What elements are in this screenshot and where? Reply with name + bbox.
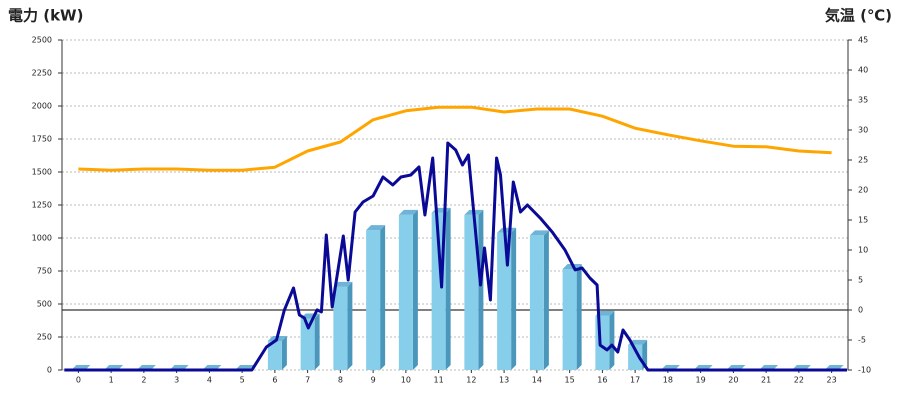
x-tick-label: 2: [141, 376, 146, 385]
bar-side: [543, 230, 549, 370]
bar-side: [281, 335, 287, 370]
x-tick-label: 23: [827, 376, 837, 385]
x-tick-label: 20: [728, 376, 738, 385]
x-tick-label: 5: [240, 376, 245, 385]
y-tick-label: 1000: [32, 234, 52, 243]
y2-tick-label: -10: [858, 366, 871, 375]
y2-tick-label: 15: [858, 216, 868, 225]
bar-side: [609, 310, 615, 370]
bar: [562, 269, 577, 370]
y-tick-label: 2250: [32, 69, 52, 78]
y2-tick-label: 20: [858, 186, 868, 195]
y2-tick-label: 10: [858, 246, 868, 255]
right-axis-title: 気温 (℃): [825, 7, 892, 25]
x-tick-label: 9: [371, 376, 376, 385]
x-tick-label: 15: [565, 376, 575, 385]
bar-side: [380, 225, 386, 370]
x-tick-label: 19: [696, 376, 706, 385]
x-tick-label: 18: [663, 376, 673, 385]
y-tick-label: 500: [37, 300, 52, 309]
bar: [333, 286, 348, 370]
y2-tick-label: 25: [858, 156, 868, 165]
x-tick-label: 8: [338, 376, 343, 385]
x-tick-label: 0: [76, 376, 81, 385]
y-tick-label: 1250: [32, 201, 52, 210]
bar: [464, 214, 479, 370]
y2-tick-label: 35: [858, 96, 868, 105]
y-tick-label: 750: [37, 267, 52, 276]
x-tick-label: 1: [109, 376, 114, 385]
bar-side: [511, 227, 517, 370]
y-tick-label: 1500: [32, 168, 52, 177]
bar: [267, 340, 282, 370]
x-tick-label: 4: [207, 376, 212, 385]
x-tick-label: 17: [630, 376, 640, 385]
x-tick-label: 22: [794, 376, 804, 385]
bar: [628, 344, 643, 370]
bar-side: [576, 264, 582, 370]
x-tick-label: 13: [499, 376, 509, 385]
bar: [529, 235, 544, 370]
y2-tick-label: 5: [858, 276, 863, 285]
bar: [300, 318, 315, 370]
y-tick-label: 2000: [32, 102, 52, 111]
x-tick-label: 7: [305, 376, 310, 385]
x-tick-label: 10: [401, 376, 411, 385]
line: [64, 141, 847, 372]
x-tick-label: 11: [434, 376, 444, 385]
bar-side: [314, 313, 320, 370]
y2-tick-label: -5: [858, 336, 866, 345]
x-tick-label: 6: [272, 376, 277, 385]
bar: [366, 230, 381, 370]
bar-side: [347, 281, 353, 370]
bar-top: [366, 225, 386, 231]
x-tick-label: 16: [597, 376, 607, 385]
y-tick-label: 1750: [32, 135, 52, 144]
bar-side: [412, 209, 418, 370]
bar-side: [445, 207, 451, 370]
left-axis-title: 電力 (kW): [8, 7, 83, 25]
bar: [595, 315, 610, 370]
y2-tick-label: 30: [858, 126, 868, 135]
y2-tick-label: 40: [858, 66, 868, 75]
bar-top: [333, 281, 353, 287]
y-tick-label: 250: [37, 333, 52, 342]
bar-side: [478, 209, 484, 370]
y-tick-label: 2500: [32, 36, 52, 45]
bar-top: [529, 230, 549, 236]
y2-tick-label: 45: [858, 36, 868, 45]
x-tick-label: 3: [174, 376, 179, 385]
x-tick-label: 14: [532, 376, 542, 385]
bar-top: [595, 310, 615, 316]
bar-top: [398, 209, 418, 215]
line: [78, 105, 832, 172]
y2-tick-label: 0: [858, 306, 863, 315]
x-tick-label: 12: [466, 376, 476, 385]
y-tick-label: 0: [47, 366, 52, 375]
bar: [398, 214, 413, 370]
x-tick-label: 21: [761, 376, 771, 385]
bar: [497, 232, 512, 370]
